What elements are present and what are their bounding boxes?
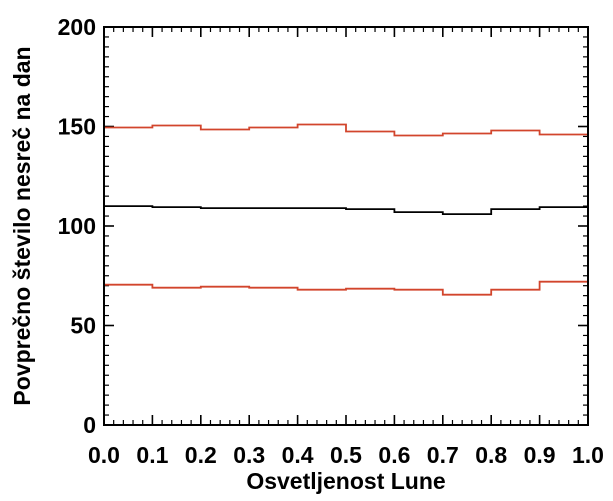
- x-tick-labels: 0.0 0.1 0.2 0.3 0.4 0.5 0.6 0.7 0.8 0.9 1.0: [88, 442, 604, 468]
- x-tick-label: 0.3: [233, 442, 265, 468]
- y-axis-label: Povprečno število nesreč na dan: [9, 46, 35, 405]
- x-axis-label: Osvetljenost Lune: [246, 468, 445, 494]
- series-2: [104, 205, 588, 215]
- y-tick-label: 150: [58, 114, 96, 140]
- series-line: [104, 280, 588, 296]
- series-line: [104, 123, 588, 137]
- y-tick-label: 0: [83, 412, 96, 438]
- x-tick-label: 0.4: [282, 442, 314, 468]
- plot-frame: [103, 26, 589, 426]
- x-tick-label: 0.9: [524, 442, 556, 468]
- series-layer: [104, 123, 588, 296]
- series-line: [104, 205, 588, 215]
- y-tick-label: 50: [70, 313, 96, 339]
- x-tick-label: 0.1: [136, 442, 168, 468]
- x-tick-label: 0.7: [427, 442, 459, 468]
- x-tick-label: 0.8: [475, 442, 507, 468]
- y-tick-label: 100: [58, 213, 96, 239]
- y-tick-labels: 0 50 100 150 200: [58, 14, 96, 438]
- minor-ticks: [104, 27, 588, 425]
- x-tick-label: 0.6: [378, 442, 410, 468]
- major-ticks: [103, 26, 589, 426]
- x-tick-label: 1.0: [572, 442, 604, 468]
- series-1: [104, 123, 588, 137]
- series-3: [104, 280, 588, 296]
- x-tick-label: 0.5: [330, 442, 362, 468]
- x-tick-label: 0.2: [185, 442, 217, 468]
- y-tick-label: 200: [58, 14, 96, 40]
- x-tick-label: 0.0: [88, 442, 120, 468]
